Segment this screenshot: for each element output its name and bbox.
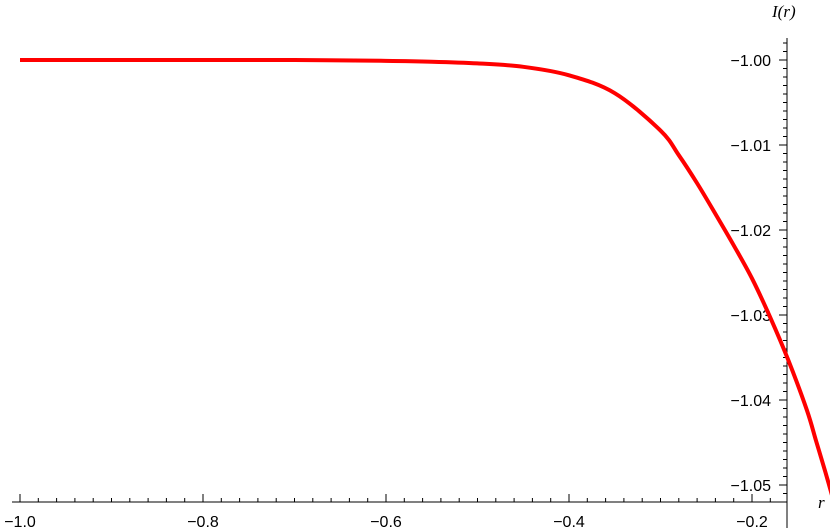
series-layer <box>20 57 830 496</box>
y-tick-label: −1.04 <box>731 393 772 410</box>
y-tick-label: −1.01 <box>731 138 772 155</box>
y-tick-label: −1.05 <box>731 478 772 495</box>
x-tick-label: −1.0 <box>4 514 36 530</box>
ticks-layer <box>19 42 787 502</box>
x-tick-label: −0.6 <box>370 514 402 530</box>
series-line <box>20 57 830 496</box>
x-tick-labels: −1.0 −0.8 −0.6 −0.4 −0.2 <box>4 514 768 530</box>
y-axis-label: I(r) <box>771 2 796 21</box>
y-tick-label: −1.02 <box>731 223 772 240</box>
y-tick-label: −1.03 <box>731 308 772 325</box>
x-tick-label: −0.8 <box>187 514 219 530</box>
x-axis-label: r <box>818 493 825 512</box>
y-tick-label: −1.00 <box>731 53 772 70</box>
y-tick-labels: −1.00 −1.01 −1.02 −1.03 −1.04 −1.05 <box>731 53 772 495</box>
x-tick-label: −0.4 <box>553 514 585 530</box>
x-tick-label: −0.2 <box>736 514 768 530</box>
